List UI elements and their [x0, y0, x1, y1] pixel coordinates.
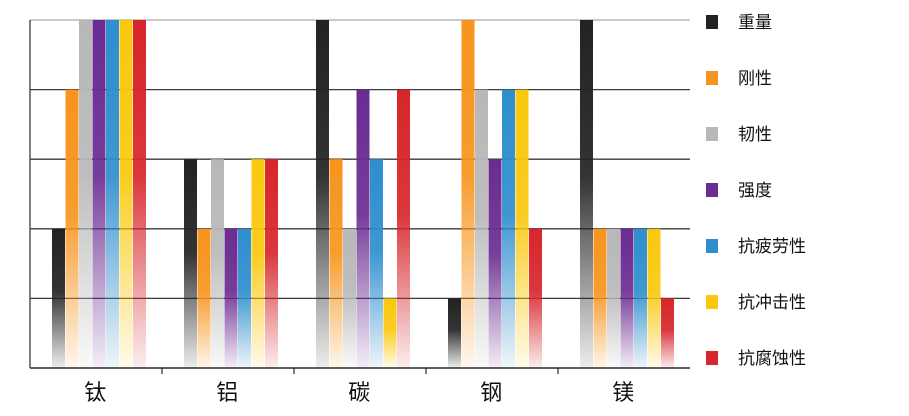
bar-2-0	[316, 20, 329, 368]
legend-swatch	[706, 295, 718, 309]
legend-swatch	[706, 183, 718, 197]
legend-swatch	[706, 239, 718, 253]
bar-2-2	[343, 228, 356, 368]
bar-4-6	[661, 298, 674, 368]
bar-1-0	[184, 159, 197, 368]
bar-0-1	[65, 89, 79, 368]
legend-label: 韧性	[738, 125, 772, 145]
bar-2-3	[356, 89, 370, 368]
bar-1-3	[224, 228, 238, 368]
bar-4-3	[620, 228, 634, 368]
bar-4-0	[580, 20, 593, 368]
bar-3-6	[529, 228, 542, 368]
legend-swatch	[706, 351, 718, 365]
bar-3-4	[502, 89, 515, 368]
bar-1-4	[238, 228, 251, 368]
legend-swatch	[706, 71, 718, 85]
bar-1-2	[211, 159, 224, 368]
x-tick-label: 镁	[612, 381, 634, 406]
bar-4-2	[607, 228, 620, 368]
bar-2-4	[370, 159, 383, 368]
bar-0-3	[92, 20, 106, 368]
x-tick-label: 钛	[84, 381, 106, 406]
x-tick-label: 钢	[480, 381, 502, 406]
bar-3-0	[448, 298, 461, 368]
bar-2-1	[329, 159, 343, 368]
x-axis: 钛铝碳钢镁	[29, 20, 690, 406]
bar-0-6	[133, 20, 146, 368]
x-tick-label: 碳	[348, 381, 370, 406]
bars	[52, 20, 674, 368]
x-tick-label: 铝	[216, 381, 238, 406]
legend-swatch	[706, 127, 718, 141]
bar-3-1	[461, 20, 475, 368]
legend-label: 刚性	[738, 69, 772, 89]
legend-label: 强度	[738, 181, 772, 201]
bar-1-5	[251, 159, 265, 368]
bar-4-1	[593, 228, 607, 368]
bar-3-2	[475, 89, 488, 368]
bar-4-5	[647, 228, 661, 368]
bar-4-4	[634, 228, 647, 368]
bar-0-0	[52, 228, 65, 368]
bar-0-2	[79, 20, 92, 368]
bar-3-3	[488, 159, 502, 368]
bar-0-4	[106, 20, 119, 368]
bar-1-1	[197, 228, 211, 368]
legend-label: 抗腐蚀性	[738, 349, 806, 369]
legend-label: 抗疲劳性	[738, 237, 806, 257]
bar-2-6	[397, 89, 410, 368]
bar-2-5	[383, 298, 397, 368]
legend-label: 重量	[738, 13, 772, 33]
bar-3-5	[515, 89, 529, 368]
bar-1-6	[265, 159, 278, 368]
legend-swatch	[706, 15, 718, 29]
legend-label: 抗冲击性	[738, 293, 806, 313]
bar-0-5	[119, 20, 133, 368]
